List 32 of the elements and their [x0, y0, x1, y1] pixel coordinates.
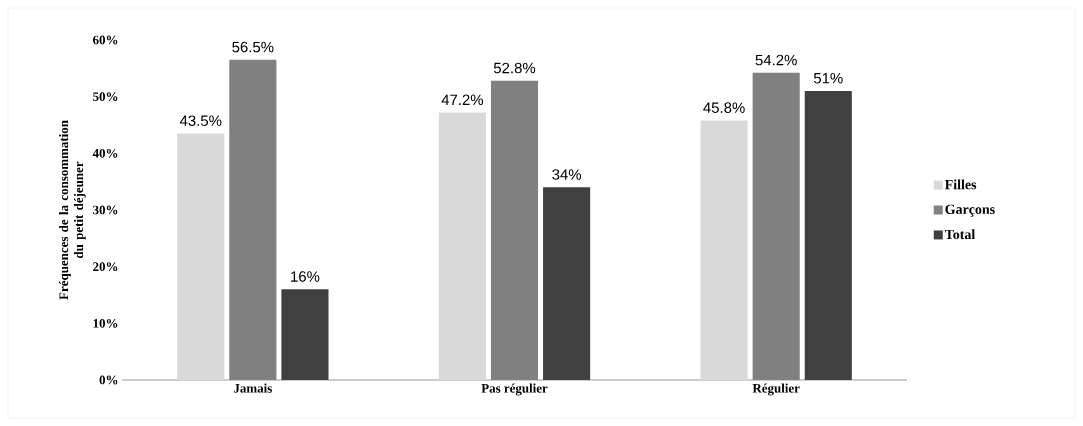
y-tick-label: 60% — [93, 35, 118, 45]
data-label: 47.2% — [441, 94, 484, 106]
y-tick-label: 30% — [93, 205, 118, 215]
bar — [752, 72, 800, 380]
bar — [229, 59, 277, 380]
bar — [804, 91, 852, 380]
bar — [490, 80, 539, 380]
bar — [438, 112, 486, 380]
data-label: 52.8% — [493, 62, 536, 74]
bar — [177, 133, 225, 380]
data-label: 51% — [813, 72, 843, 84]
x-tick-label: Jamais — [233, 383, 272, 393]
data-label: 34% — [552, 169, 582, 180]
legend-label: Total — [944, 229, 976, 240]
x-tick-label: Pas régulier — [481, 383, 548, 396]
x-tick-label: Régulier — [752, 383, 800, 396]
data-label: 16% — [291, 271, 320, 282]
y-tick-label: 50% — [93, 92, 118, 102]
data-label: 45.8% — [703, 102, 745, 113]
legend-label: Filles — [944, 179, 977, 190]
y-tick-label: 0% — [99, 375, 118, 385]
data-label: 54.2% — [755, 54, 797, 66]
legend-label: Garçons — [945, 204, 995, 217]
data-label: 56.5% — [232, 41, 274, 53]
bar — [700, 120, 748, 380]
y-tick-label: 10% — [93, 318, 118, 328]
bar — [543, 187, 591, 380]
y-tick-label: 20% — [93, 262, 118, 272]
data-label: 43.5% — [179, 115, 222, 126]
bar — [281, 289, 329, 380]
y-axis-title: Fréquences de la consommation du petit déjeuner — [59, 120, 86, 300]
y-tick-label: 40% — [92, 148, 118, 158]
